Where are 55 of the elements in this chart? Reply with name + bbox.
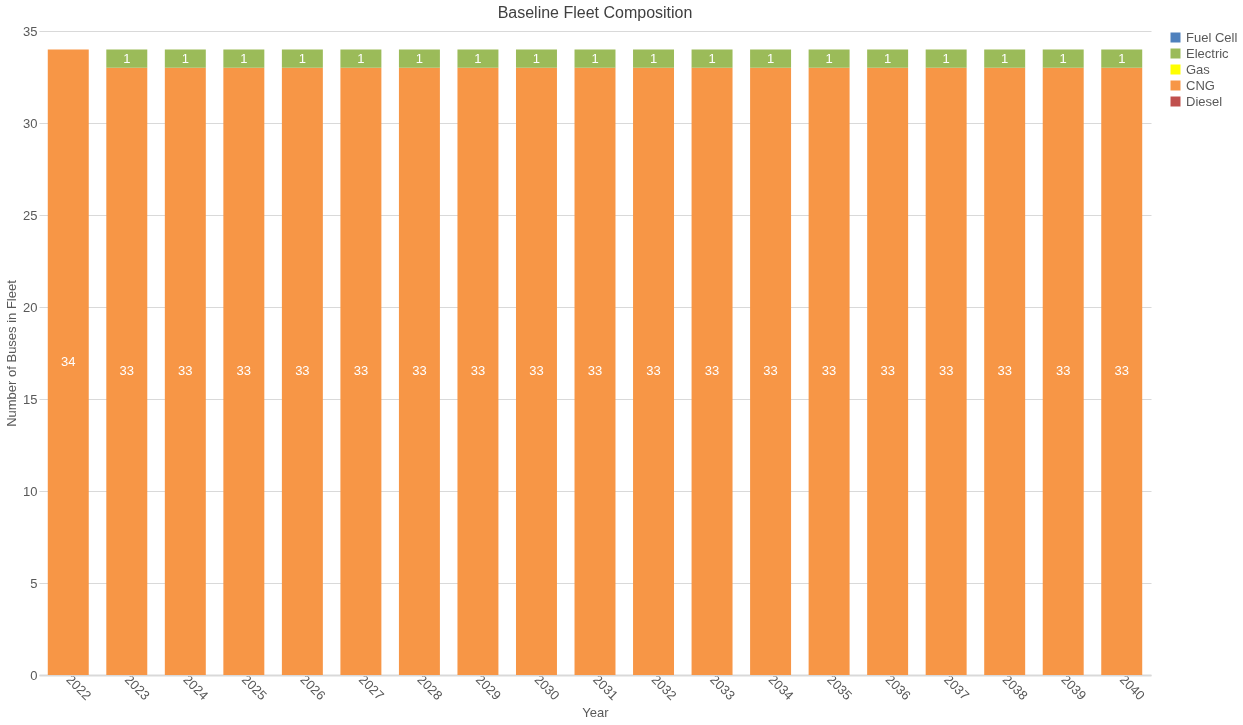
data-label: 33 <box>470 363 486 379</box>
legend-label: Diesel <box>1186 93 1223 109</box>
data-label: 1 <box>1118 50 1126 66</box>
data-label: 1 <box>532 50 541 66</box>
data-label: 33 <box>821 363 837 379</box>
data-label: 1 <box>123 50 131 66</box>
data-label: 33 <box>587 363 603 379</box>
y-tick-label: 10 <box>23 483 38 499</box>
data-label: 33 <box>236 363 252 379</box>
data-label: 1 <box>240 50 248 66</box>
data-label: 33 <box>412 363 427 379</box>
y-tick-label: 25 <box>23 207 38 223</box>
data-label: 1 <box>474 50 482 66</box>
legend-label: Electric <box>1186 45 1230 61</box>
data-label: 1 <box>181 50 189 66</box>
x-tick-label: 2037 <box>941 671 973 703</box>
legend-label: CNG <box>1186 77 1215 93</box>
data-label: 33 <box>119 363 135 379</box>
data-label: 34 <box>61 354 76 370</box>
legend-label: Gas <box>1186 61 1211 77</box>
data-label: 1 <box>825 50 833 66</box>
legend-label: Fuel Cell <box>1186 29 1238 45</box>
y-tick-label: 15 <box>23 391 38 407</box>
x-axis-title: Year <box>582 704 610 720</box>
data-label: 1 <box>1059 50 1067 66</box>
data-label: 33 <box>1114 363 1129 379</box>
data-label: 33 <box>1055 363 1071 379</box>
data-label: 33 <box>178 363 193 379</box>
data-label: 33 <box>529 363 544 379</box>
data-label: 33 <box>295 363 310 379</box>
data-label: 1 <box>298 50 306 66</box>
chart-title: Baseline Fleet Composition <box>497 4 693 21</box>
data-label: 33 <box>704 363 720 379</box>
y-tick-label: 0 <box>30 667 38 683</box>
y-tick-label: 20 <box>23 299 38 315</box>
data-label: 1 <box>884 50 892 66</box>
data-label: 1 <box>1001 50 1009 66</box>
y-axis-title: Number of Buses in Fleet <box>4 279 20 427</box>
y-tick-label: 35 <box>23 23 38 39</box>
data-label: 33 <box>880 363 895 379</box>
data-label: 33 <box>646 363 661 379</box>
data-label: 1 <box>649 50 658 66</box>
y-tick-label: 30 <box>23 115 38 131</box>
x-tick-label: 2027 <box>355 671 387 703</box>
data-label: 33 <box>763 363 778 379</box>
data-label: 1 <box>766 50 775 66</box>
data-label: 1 <box>591 50 599 66</box>
data-label: 33 <box>938 363 954 379</box>
data-label: 1 <box>415 50 424 66</box>
data-label: 33 <box>353 363 369 379</box>
data-label: 1 <box>708 50 716 66</box>
y-tick-label: 5 <box>30 575 38 591</box>
data-label: 1 <box>942 50 950 66</box>
data-label: 33 <box>997 363 1012 379</box>
data-label: 1 <box>357 50 365 66</box>
